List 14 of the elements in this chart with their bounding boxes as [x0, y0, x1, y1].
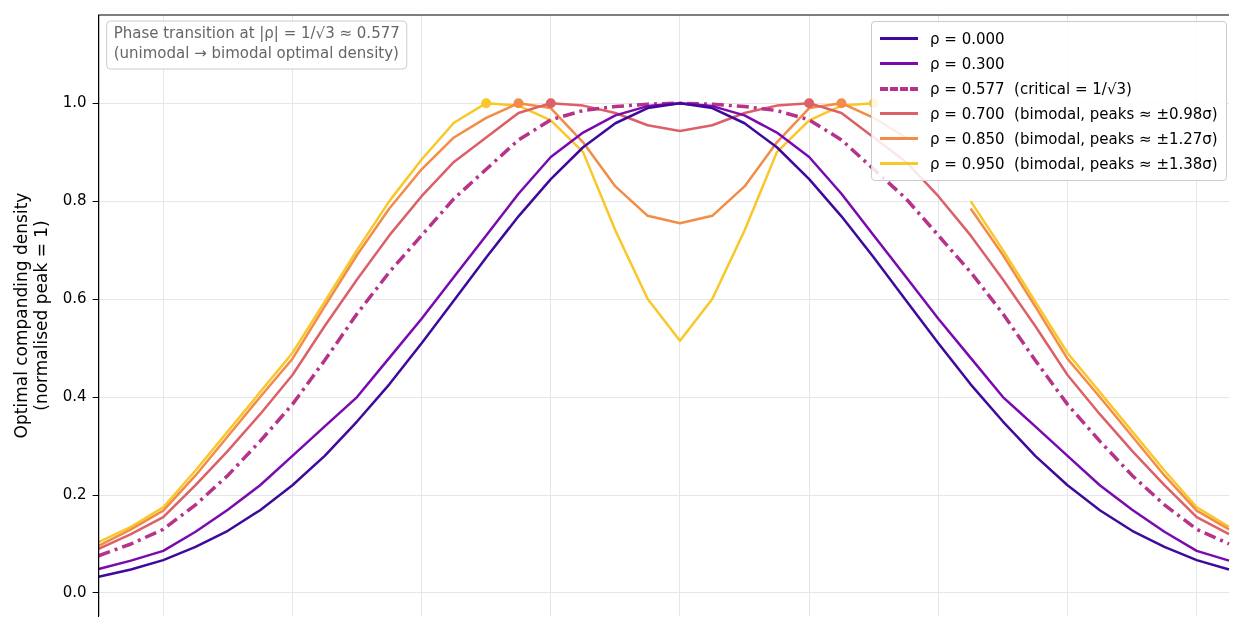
legend-label: ρ = 0.577 (critical = 1/√3)	[930, 79, 1132, 98]
y-tick-label: 0.0	[62, 582, 87, 601]
y-tick-label: 0.8	[62, 191, 87, 210]
annotation: Phase transition at |ρ| = 1/√3 ≈ 0.577 (unimodal → bimodal optimal density)	[113, 24, 400, 63]
y-axis-title: Optimal companding density (normalised peak = 1)	[10, 192, 52, 439]
y-tick-label: 1.0	[62, 93, 87, 112]
legend-label: ρ = 0.850 (bimodal, peaks ≈ ±1.27σ)	[930, 129, 1218, 148]
legend-label: ρ = 0.300	[930, 54, 1005, 73]
legend-label: ρ = 0.950 (bimodal, peaks ≈ ±1.38σ)	[930, 154, 1218, 173]
y-tick-label: 0.2	[62, 484, 87, 503]
legend-label: ρ = 0.700 (bimodal, peaks ≈ ±0.98σ)	[930, 104, 1218, 123]
y-tick-label: 0.4	[62, 386, 87, 405]
y-tick-label: 0.6	[62, 288, 87, 307]
legend-label: ρ = 0.000	[930, 29, 1005, 48]
